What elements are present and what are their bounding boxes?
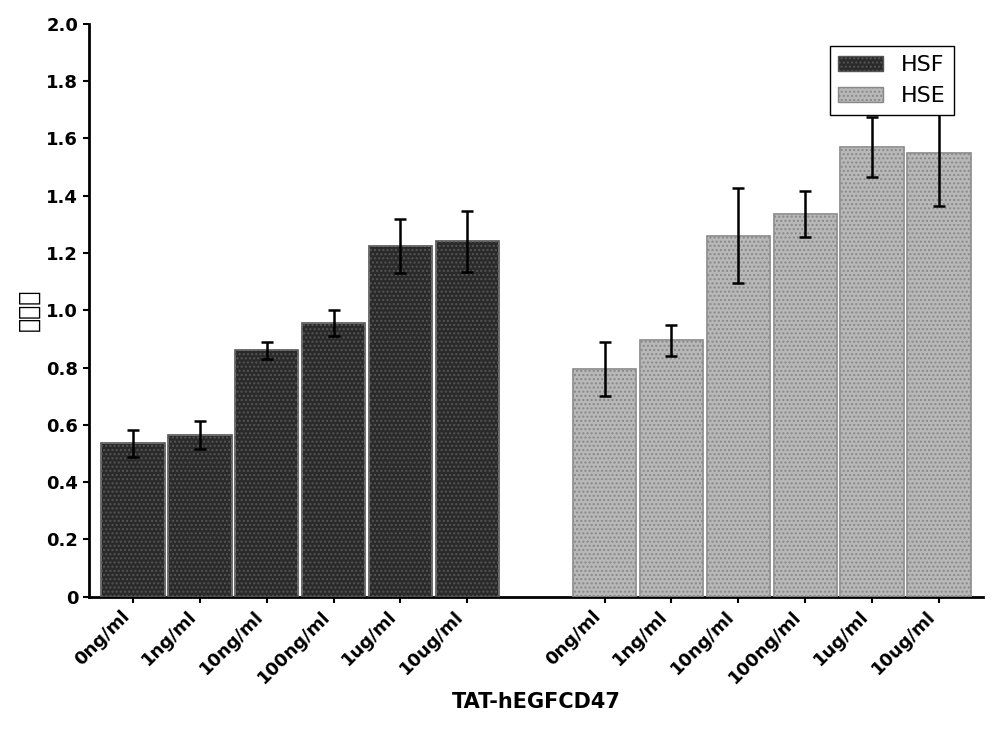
Bar (302, 323, 365, 597)
Bar (101, 443, 165, 597)
Bar (907, 152, 971, 597)
Bar (573, 369, 636, 597)
Bar (235, 351, 298, 597)
Bar (840, 147, 904, 597)
X-axis label: TAT-hEGFCD47: TAT-hEGFCD47 (452, 693, 620, 712)
Bar (774, 214, 837, 597)
Bar (707, 235, 770, 597)
Bar (302, 323, 365, 597)
Bar (707, 235, 770, 597)
Bar (774, 214, 837, 597)
Bar (640, 340, 703, 597)
Bar (168, 435, 232, 597)
Bar (168, 435, 232, 597)
Legend: HSF, HSE: HSF, HSE (830, 46, 954, 115)
Bar (101, 443, 165, 597)
Bar (436, 241, 499, 597)
Bar (907, 152, 971, 597)
Y-axis label: 增殖率: 增殖率 (17, 289, 41, 332)
Bar (840, 147, 904, 597)
Bar (436, 241, 499, 597)
Bar (235, 351, 298, 597)
Bar (369, 246, 432, 597)
Bar (573, 369, 636, 597)
Bar (369, 246, 432, 597)
Bar (640, 340, 703, 597)
